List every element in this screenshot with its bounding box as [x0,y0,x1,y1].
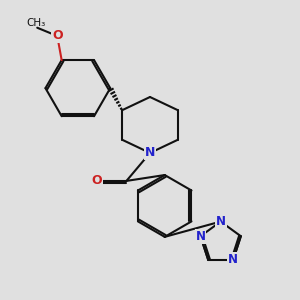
Text: O: O [52,29,63,43]
Text: N: N [228,254,238,266]
Text: N: N [145,146,155,159]
Text: N: N [196,230,206,243]
Text: CH₃: CH₃ [26,18,45,28]
Text: O: O [92,174,102,188]
Text: N: N [216,215,226,228]
